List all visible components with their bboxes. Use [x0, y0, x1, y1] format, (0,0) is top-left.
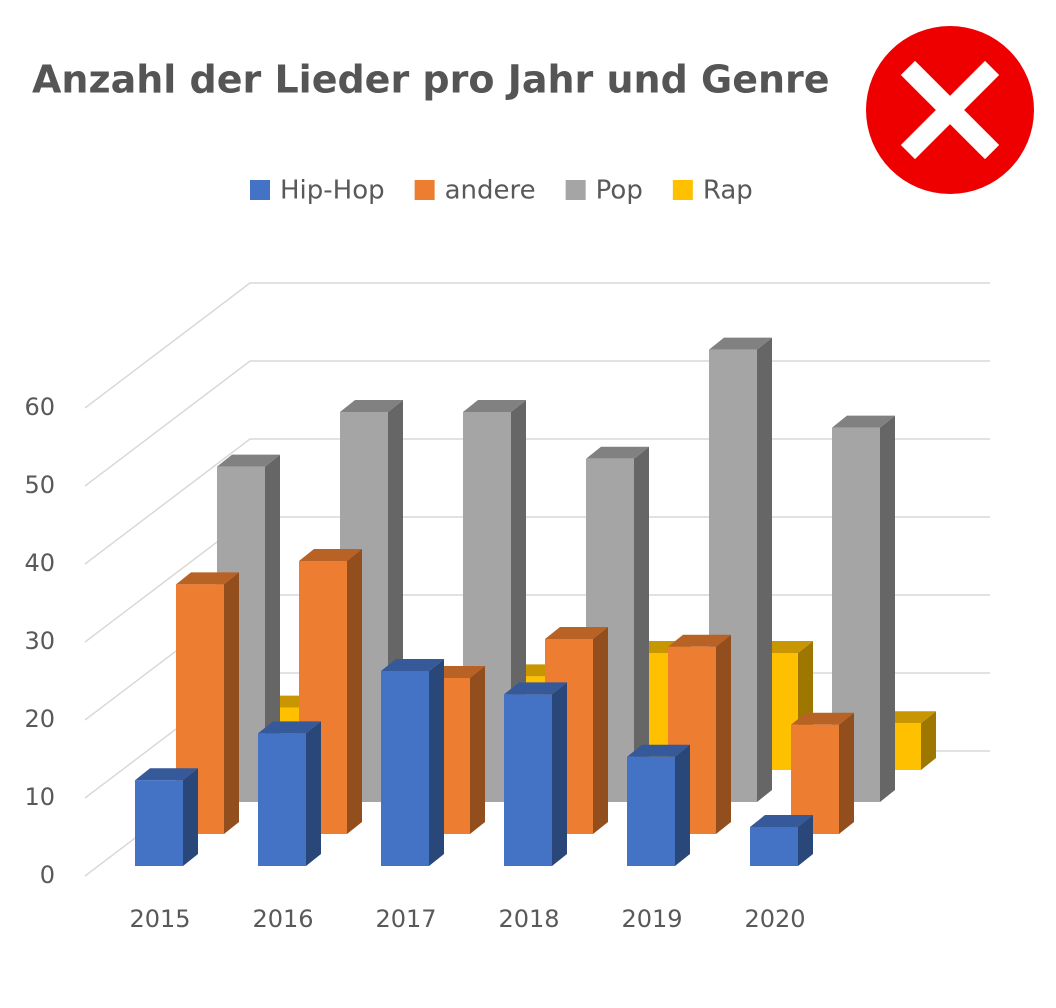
bar-top	[176, 572, 239, 585]
bar-front	[135, 780, 183, 866]
bar-side	[429, 659, 444, 866]
bar	[750, 815, 813, 866]
y-tick-label: 60	[24, 393, 55, 421]
bar-top	[627, 744, 690, 757]
bar-top	[381, 659, 444, 671]
y-tick-label: 0	[40, 861, 55, 889]
bar-top	[750, 815, 813, 827]
bar	[504, 682, 567, 866]
bar-top	[586, 446, 649, 459]
bar-front	[504, 694, 552, 866]
bar-top	[135, 768, 198, 781]
bar-side	[716, 634, 731, 834]
x-tick-label: 2018	[498, 905, 559, 933]
legend-swatch	[565, 180, 586, 200]
bar-side	[675, 744, 690, 866]
legend-label: andere	[445, 176, 536, 206]
bar-side	[839, 712, 854, 834]
close-icon[interactable]	[866, 26, 1034, 194]
y-tick-label: 10	[24, 783, 55, 811]
x-tick-label: 2020	[744, 905, 805, 933]
bar-top	[299, 549, 362, 561]
bar	[258, 721, 321, 866]
legend-swatch	[250, 180, 270, 200]
close-cross	[900, 60, 1000, 160]
bar-side	[921, 711, 936, 770]
bar	[381, 659, 444, 866]
x-tick-label: 2015	[129, 905, 190, 933]
bar-top	[709, 337, 772, 350]
bar-front	[258, 733, 306, 866]
bar-side	[265, 454, 280, 802]
bar-front	[381, 671, 429, 866]
legend-label: Hip-Hop	[280, 176, 385, 206]
bar	[135, 768, 198, 866]
bar-front	[627, 756, 675, 866]
bar	[627, 744, 690, 866]
legend-label: Rap	[703, 176, 753, 206]
bar	[586, 446, 649, 802]
bar-top	[258, 721, 321, 734]
bar-top	[463, 400, 526, 412]
bar-side	[224, 572, 239, 834]
bar-top	[791, 712, 854, 725]
bar-top	[668, 634, 731, 647]
bar-side	[880, 415, 895, 802]
bar-side	[757, 337, 772, 802]
bar-side	[552, 682, 567, 866]
y-tick-label: 20	[24, 705, 55, 733]
chart-title: Anzahl der Lieder pro Jahr und Genre	[32, 58, 830, 102]
x-tick-label: 2017	[375, 905, 436, 933]
y-tick-label: 40	[24, 549, 55, 577]
bar-side	[634, 446, 649, 802]
bar-top	[504, 682, 567, 695]
bar-top	[217, 454, 280, 467]
legend-swatch	[672, 180, 693, 200]
y-tick-label: 30	[24, 627, 55, 655]
legend-label: Pop	[596, 176, 643, 206]
bar-top	[545, 627, 608, 639]
bar-side	[470, 666, 485, 834]
grid-line	[84, 282, 990, 409]
bar-side	[306, 721, 321, 866]
legend-swatch	[414, 180, 435, 200]
bar-side	[593, 627, 608, 834]
bar-side	[798, 815, 813, 866]
x-tick-label: 2019	[621, 905, 682, 933]
bar-top	[832, 415, 895, 428]
bar-front	[750, 827, 798, 866]
bar-side	[183, 768, 198, 866]
bar-top	[340, 400, 403, 412]
x-tick-label: 2016	[252, 905, 313, 933]
y-tick-label: 50	[24, 471, 55, 499]
bar-side	[347, 549, 362, 834]
